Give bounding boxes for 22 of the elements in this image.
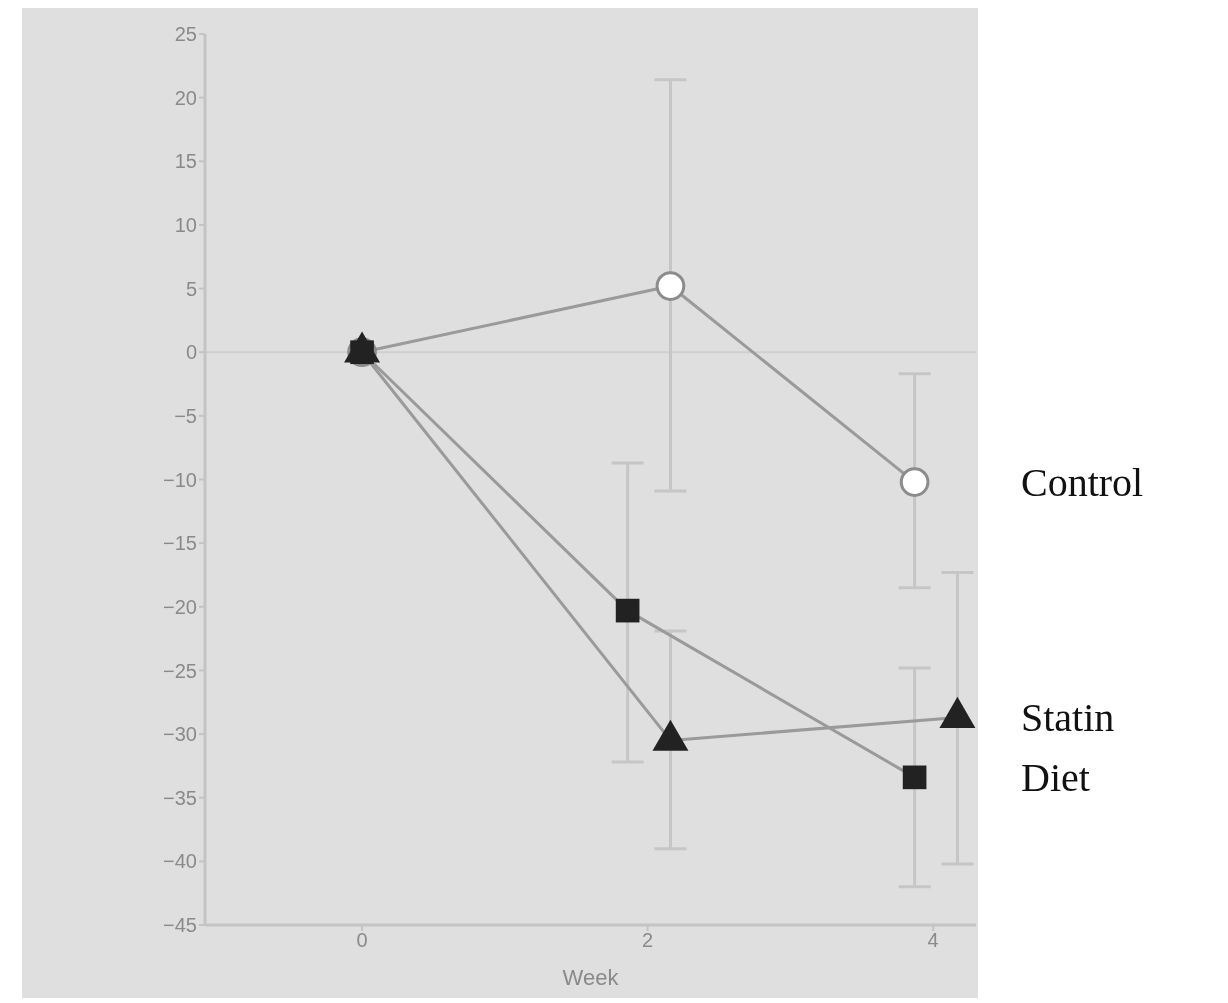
- x-tick-label: 0: [356, 929, 368, 952]
- y-tick-label: −10: [163, 468, 197, 491]
- y-tick-label: 0: [185, 341, 197, 364]
- y-tick-label: −20: [163, 595, 197, 618]
- y-tick-label: 10: [174, 214, 197, 237]
- x-axis-title: Week: [562, 965, 620, 990]
- y-tick-label: −30: [163, 723, 197, 746]
- x-tick-label: 4: [927, 929, 939, 952]
- y-tick-label: −15: [163, 532, 197, 555]
- y-tick-label: −45: [163, 914, 197, 937]
- text: Diet: [1021, 754, 1090, 800]
- y-tick-label: −25: [163, 659, 197, 682]
- y-tick-label: −40: [163, 850, 197, 873]
- y-tick-label: 5: [185, 277, 197, 300]
- y-tick-label: 20: [174, 86, 197, 109]
- series-label: Statin: [1021, 695, 1115, 741]
- y-tick-label: −5: [174, 404, 197, 427]
- y-tick-label: −35: [163, 786, 197, 809]
- x-tick-label: 2: [642, 929, 654, 952]
- y-tick-label: 25: [174, 23, 197, 46]
- text: Control: [1021, 459, 1144, 505]
- y-tick-label: 15: [174, 150, 197, 173]
